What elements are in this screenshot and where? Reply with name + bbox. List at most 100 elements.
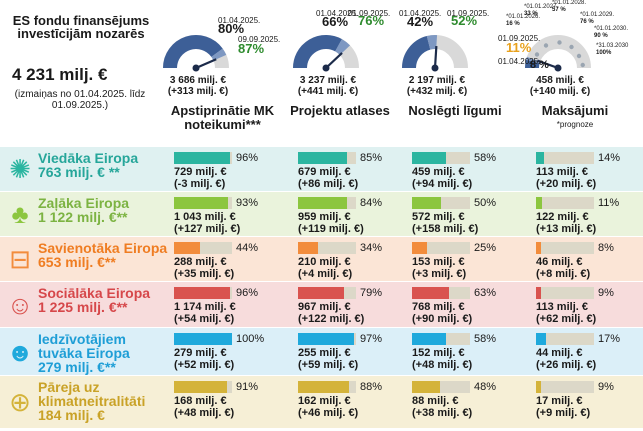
progress-pct: 97% [360, 333, 383, 345]
progress-pct: 79% [360, 287, 383, 299]
cell-change: (+62 milj. €) [536, 313, 597, 325]
row-amount: 184 milj. € [38, 407, 105, 423]
progress-bar-fill [174, 242, 200, 254]
cell-change: (+26 milj. €) [536, 359, 597, 371]
forecast-pct: 76 % [580, 19, 594, 25]
progress-bar-fill [174, 333, 232, 345]
cell-change: (+48 milj. €) [174, 407, 235, 419]
progress-bar-fill [298, 197, 347, 209]
cell-value: 255 milj. € [298, 347, 351, 359]
cell-change: (+4 milj. €) [298, 268, 353, 280]
progress-bar-fill [536, 333, 546, 345]
progress-pct: 96% [236, 287, 259, 299]
page-title: ES fondu finansējums investīcijām nozarē… [12, 13, 150, 41]
gauge-amount-value: 3 686 milj. € [169, 75, 227, 86]
progress-pct: 63% [474, 287, 497, 299]
priority-row: ⊕ Pāreja uz klimatneitralitāti 184 milj. €… [0, 376, 643, 428]
cell-value: 210 milj. € [298, 256, 351, 268]
progress-pct: 9% [598, 287, 614, 299]
progress-bar [536, 197, 594, 209]
row-amount: 763 milj. € ** [38, 164, 120, 180]
gauge-from-date: 01.04.2025. [399, 9, 442, 18]
cell-value: 959 milj. € [298, 211, 351, 223]
gauge-fill-change [211, 48, 227, 61]
priority-row: ☻ Iedzīvotājiem tuvāka Eiropa 279 milj. €*… [0, 328, 643, 375]
gauge-needle [195, 58, 217, 70]
row-amount: 1 122 milj. €** [38, 209, 128, 225]
gauge-amount-value: 2 197 milj. € [408, 75, 466, 86]
gauge-needle [325, 52, 343, 69]
progress-pct: 9% [598, 381, 614, 393]
change-period-note: (izmaiņas no 01.04.2025. līdz 01.09.2025… [14, 89, 146, 111]
progress-pct: 58% [474, 333, 497, 345]
column-header-selected: Projektu atlases [285, 104, 395, 118]
cell-change: (+122 milj. €) [298, 313, 365, 325]
gauge-to-pct: 11% [506, 40, 532, 55]
gauge-fill-from [293, 35, 342, 69]
gauge-hub [431, 64, 439, 72]
row-title: Viedāka Eiropa 763 milj. € ** [38, 151, 170, 179]
progress-pct: 93% [236, 197, 259, 209]
progress-bar [536, 152, 594, 164]
cell-value: 279 milj. € [174, 347, 227, 359]
progress-pct: 84% [360, 197, 383, 209]
progress-pct: 25% [474, 242, 497, 254]
progress-pct: 34% [360, 242, 383, 254]
gauge-fill-change [334, 39, 351, 56]
cell-value: 88 milj. € [412, 395, 459, 407]
progress-bar [536, 381, 594, 393]
progress-pct: 17% [598, 333, 621, 345]
cell-value: 168 milj. € [174, 395, 227, 407]
progress-bar-fill [298, 333, 355, 345]
forecast-pct: 57 % [552, 7, 566, 13]
progress-bar [174, 381, 232, 393]
progress-bar [174, 287, 232, 299]
gauge-to-date: 09.09.2025. [238, 35, 281, 44]
cell-value: 288 milj. € [174, 256, 227, 268]
progress-bar-fill [536, 287, 542, 299]
community-icon: ☻ [6, 336, 34, 367]
cell-change: (+38 milj. €) [412, 407, 473, 419]
cell-value: 768 milj. € [412, 301, 465, 313]
cell-value: 113 milj. € [536, 166, 588, 178]
priority-row: ♣ Zaļāka Eiropa 1 122 milj. €** 93% 1 043 mi… [0, 192, 643, 236]
progress-bar-fill [174, 152, 230, 164]
gauge-amount-change: (+441 milj. €) [297, 86, 359, 97]
progress-bar [298, 152, 356, 164]
forecast-dot [569, 44, 574, 50]
progress-bar [174, 242, 232, 254]
forecast-date: *01.01.2028. [552, 0, 587, 6]
gauge-4 [525, 35, 591, 72]
cell-change: (+119 milj. €) [298, 223, 364, 235]
progress-bar [412, 333, 470, 345]
progress-bar [174, 333, 232, 345]
column-title: Projektu atlases [290, 103, 390, 118]
row-title: Iedzīvotājiem tuvāka Eiropa 279 milj. €** [38, 332, 170, 374]
progress-pct: 14% [598, 152, 621, 164]
gauge-amount-change: (+432 milj. €) [406, 86, 468, 97]
gauge-fill-change [526, 56, 541, 64]
row-title: Pāreja uz klimatneitralitāti 184 milj. € [38, 380, 170, 422]
progress-pct: 100% [236, 333, 265, 345]
gauge-amount: 2 197 milj. € (+432 milj. €) [387, 75, 487, 97]
forecast-label: *01.01.2027. 33 % [524, 4, 558, 18]
forecast-label: *31.03.2030 100% [596, 43, 628, 57]
gauge-amount: 3 686 milj. € (+313 milj. €) [148, 75, 248, 97]
gauge-hub [554, 64, 562, 72]
progress-bar-fill [536, 197, 543, 209]
cell-change: (+90 milj. €) [412, 313, 473, 325]
column-title: Maksājumi [541, 103, 609, 118]
progress-bar [412, 152, 470, 164]
progress-pct: 85% [360, 152, 383, 164]
row-name: Viedāka Eiropa [38, 150, 139, 166]
cell-value: 44 milj. € [536, 347, 583, 359]
column-title: Apstiprinātie MK noteikumi*** [170, 103, 275, 132]
cell-change: (+127 milj. €) [174, 223, 241, 235]
total-amount: 4 231 milj. € [12, 65, 108, 84]
people-icon: ☺ [6, 289, 34, 320]
cell-change: (+3 milj. €) [412, 268, 467, 280]
cell-value: 17 milj. € [536, 395, 583, 407]
gauge-to-pct: 87% [238, 41, 265, 56]
progress-bar-fill [536, 242, 541, 254]
priority-row: ✺ Viedāka Eiropa 763 milj. € ** 96% 729 milj… [0, 147, 643, 191]
